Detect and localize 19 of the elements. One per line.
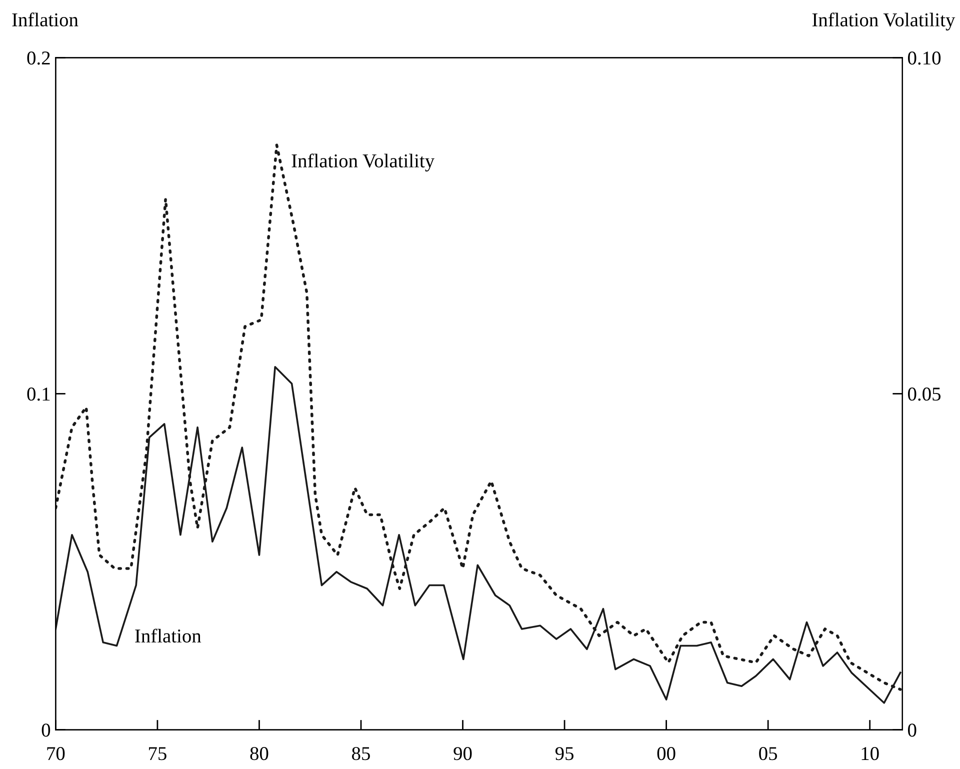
x-tick-label: 70 [47, 747, 65, 760]
x-tick-label: 80 [250, 747, 268, 760]
y-tick-label: 0 [42, 724, 50, 737]
x-tick-label: 95 [555, 747, 574, 760]
annotation: Inflation [135, 628, 202, 643]
y2-tick-label: 0 [908, 724, 916, 737]
x-tick-label: 00 [657, 747, 676, 760]
x-tick-label: 05 [759, 747, 778, 760]
x-tick-label: 75 [149, 747, 166, 760]
annotation: Inflation Volatility [292, 154, 434, 172]
y2-tick-label: 0.10 [908, 51, 941, 65]
x-tick-label: 10 [862, 747, 879, 760]
y-tick-label: 0.1 [27, 388, 50, 401]
y-tick-label: 0.2 [27, 51, 50, 65]
x-tick-label: 90 [454, 747, 472, 760]
x-tick-label: 85 [352, 747, 370, 760]
y-axis-title: Inflation [12, 12, 78, 26]
y2-tick-label: 0.05 [908, 388, 941, 401]
y2-axis-title: Inflation Volatility [812, 12, 956, 30]
